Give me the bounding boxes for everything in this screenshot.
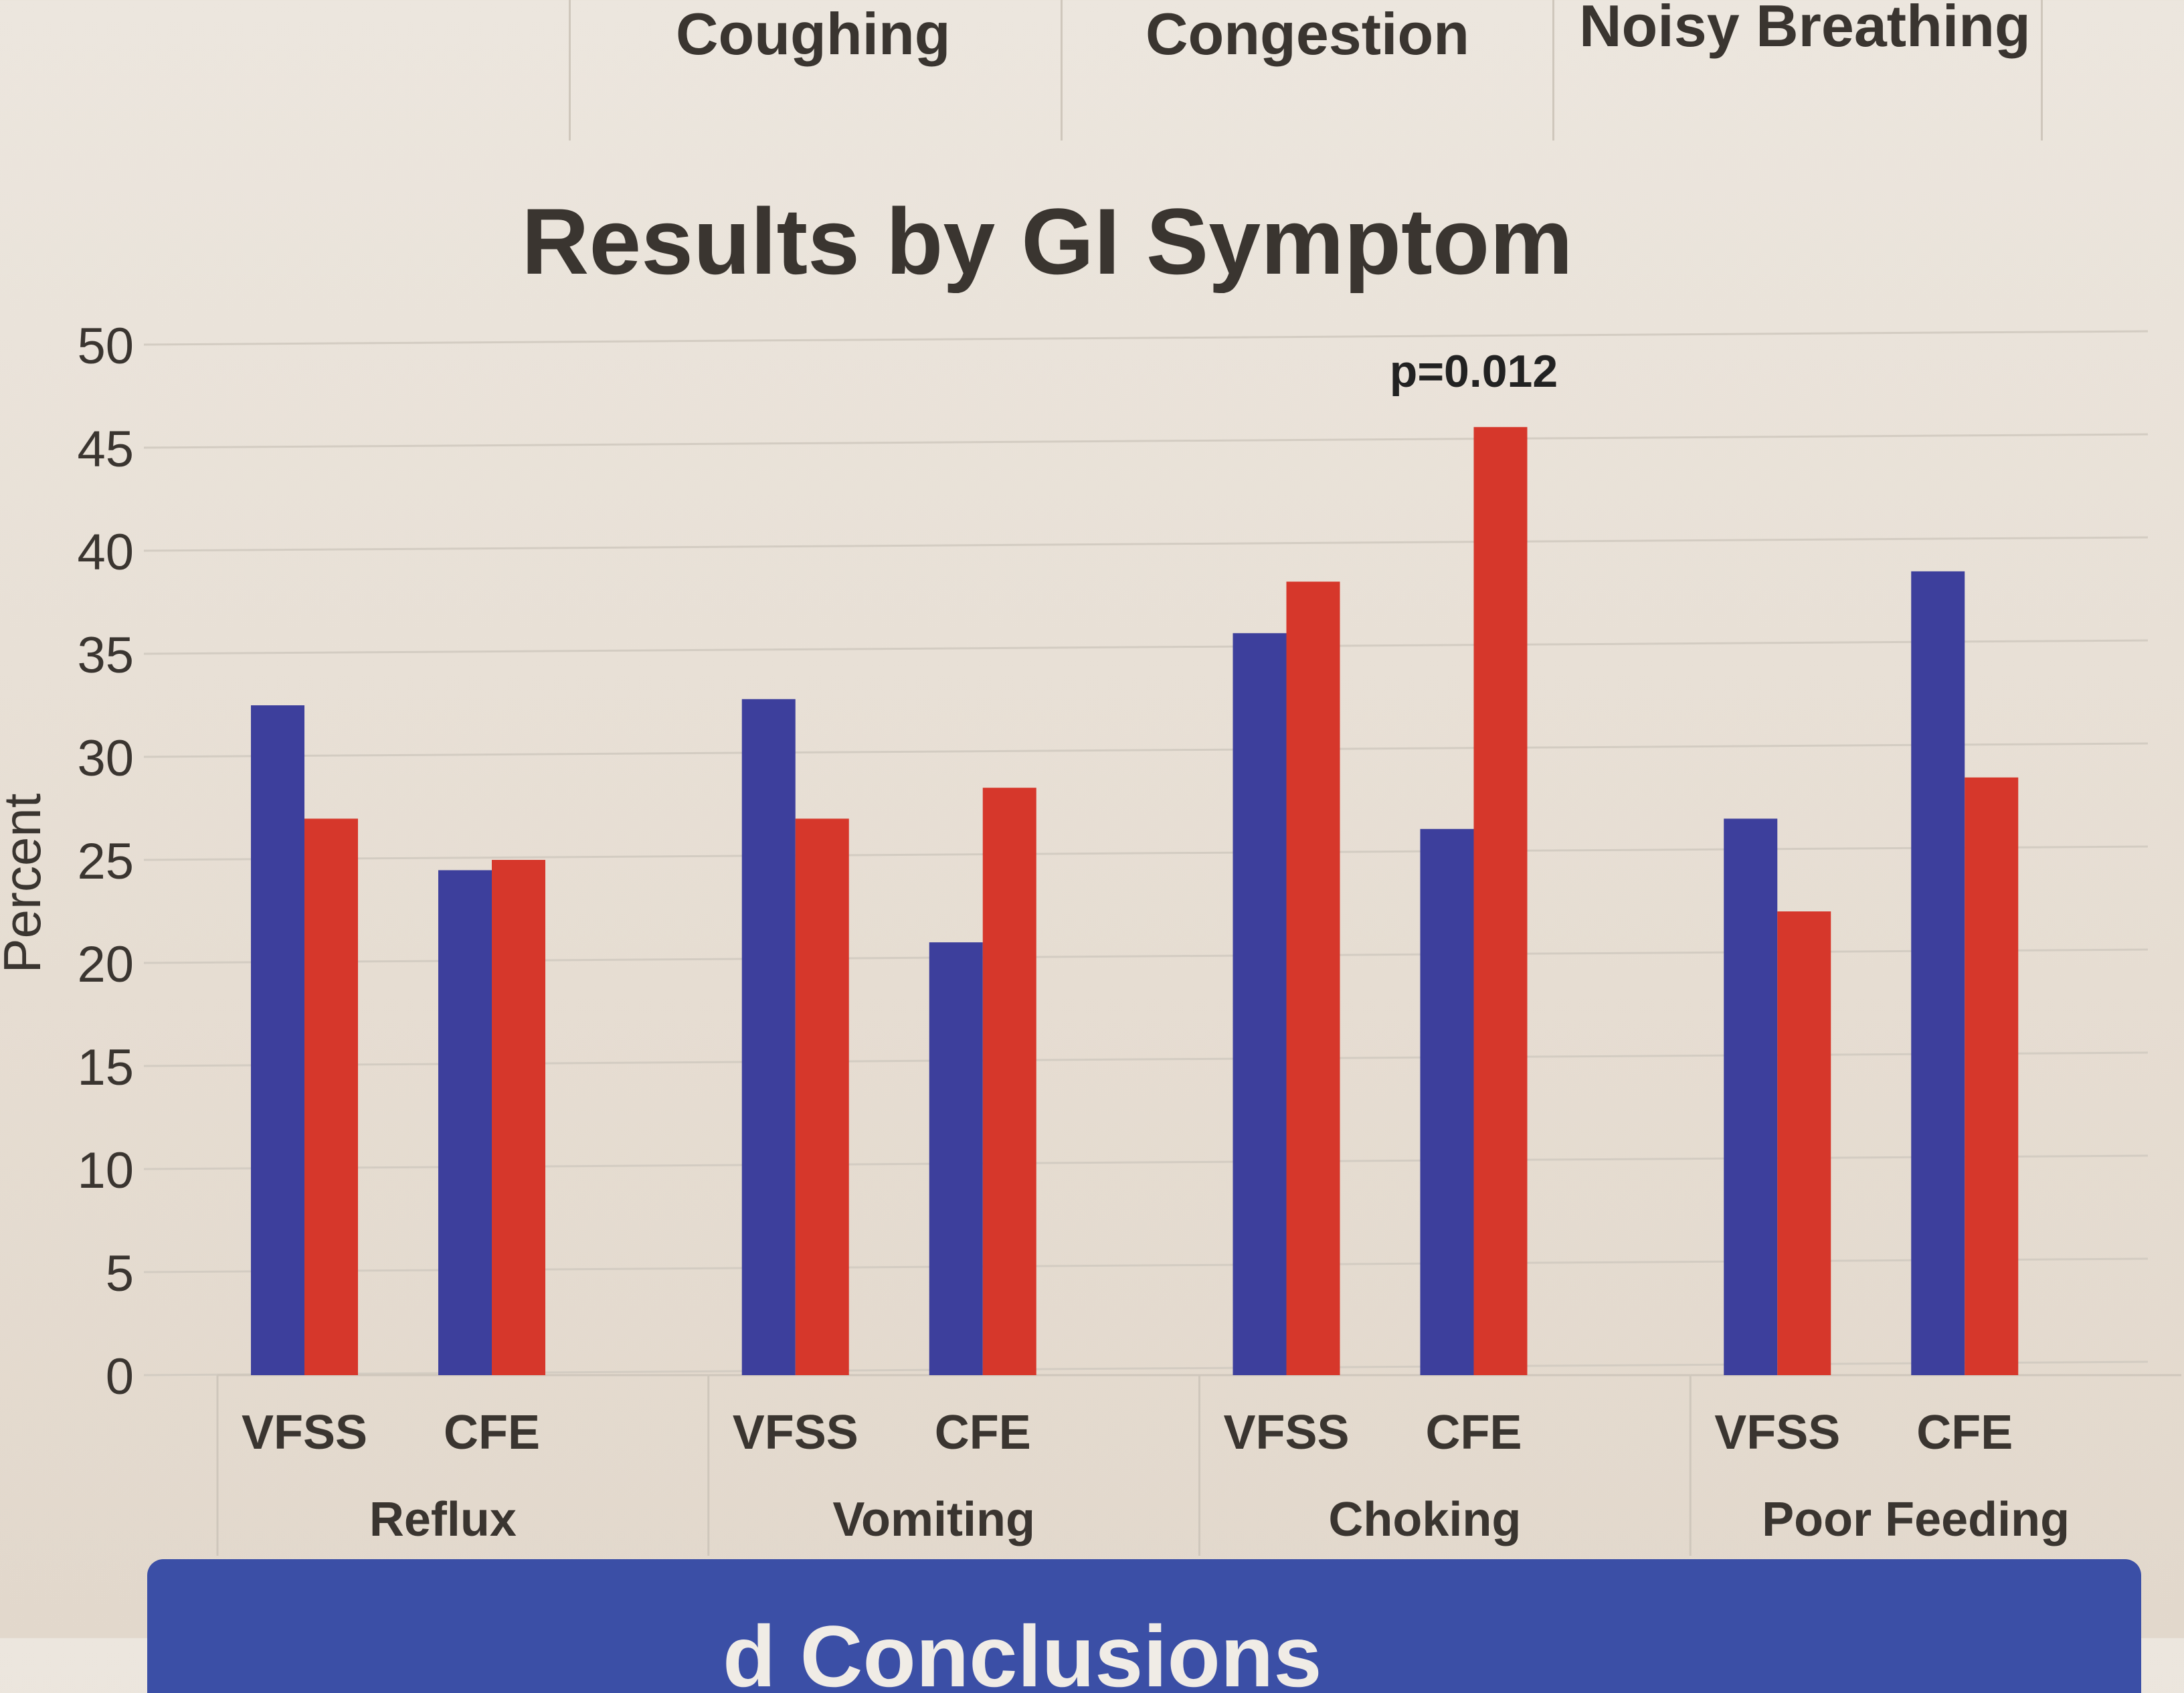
header-divider: [569, 0, 571, 141]
bar-vomiting-cfe-1: [982, 788, 1036, 1375]
y-tick-label: 5: [106, 1245, 134, 1302]
x-subcategory-label: CFE: [444, 1406, 540, 1459]
gridline: [143, 639, 2149, 655]
header-noisy-breathing: Noisy Breathing: [1579, 0, 2031, 59]
bar-poor-feeding-cfe-0: [1911, 571, 1965, 1375]
bar-choking-cfe-0: [1420, 828, 1474, 1375]
y-tick-label: 50: [77, 318, 134, 375]
y-tick-label: 25: [77, 833, 134, 890]
x-subcategory-label: VFSS: [733, 1406, 858, 1459]
header-divider: [1061, 0, 1063, 141]
header-divider: [2041, 0, 2043, 141]
bar-choking-vfss-1: [1286, 582, 1340, 1376]
y-tick-label: 40: [77, 524, 134, 581]
gridline: [143, 845, 2149, 861]
gridline: [143, 536, 2149, 552]
x-subcategory-label: CFE: [1426, 1406, 1522, 1459]
y-tick-label: 15: [77, 1039, 134, 1096]
y-tick-label: 30: [77, 730, 134, 787]
gridline: [143, 330, 2149, 346]
x-subcategory-label: VFSS: [1714, 1406, 1840, 1459]
x-group-label: Choking: [1328, 1493, 1521, 1546]
bar-vomiting-cfe-0: [929, 942, 983, 1375]
bar-choking-cfe-1: [1473, 427, 1528, 1376]
header-coughing: Coughing: [676, 1, 951, 67]
x-subcategory-label: CFE: [935, 1406, 1031, 1459]
bar-reflux-vfss-1: [304, 818, 358, 1375]
y-tick-label: 45: [77, 421, 134, 478]
header-congestion: Congestion: [1146, 1, 1469, 67]
y-tick-label: 10: [77, 1142, 134, 1199]
y-tick-label: 35: [77, 627, 134, 684]
bar-chart: 0 5 10 15 20 25 30 35 40 45 50 Percent VFSS CFE Reflux…: [0, 318, 2181, 1556]
y-tick-label: 0: [106, 1348, 134, 1405]
bar-poor-feeding-vfss-1: [1777, 911, 1831, 1375]
x-subcategory-label: VFSS: [242, 1406, 367, 1459]
header-divider: [1552, 0, 1554, 141]
y-axis-label: Percent: [0, 793, 52, 973]
conclusions-banner: d Conclusions: [147, 1559, 2141, 1693]
chart-title: Results by GI Symptom: [521, 189, 1573, 294]
x-group-label: Poor Feeding: [1762, 1493, 2070, 1546]
bar-choking-vfss-0: [1233, 633, 1287, 1376]
x-subcategory-label: CFE: [1916, 1406, 2013, 1459]
banner-text: d Conclusions: [723, 1607, 1322, 1693]
bar-poor-feeding-cfe-1: [1965, 777, 2019, 1375]
bar-reflux-cfe-0: [438, 870, 492, 1375]
bar-vomiting-vfss-1: [795, 818, 849, 1375]
x-group-label: Reflux: [369, 1493, 517, 1546]
gridline: [143, 742, 2149, 758]
y-tick-label: 20: [77, 936, 134, 993]
x-group-label: Vomiting: [832, 1493, 1035, 1546]
bar-reflux-cfe-1: [492, 860, 545, 1375]
p-value-annotation: p=0.012: [1390, 346, 1558, 397]
bar-reflux-vfss-0: [251, 705, 304, 1375]
header-table: Coughing Congestion Noisy Breathing: [0, 0, 2184, 141]
bar-vomiting-vfss-0: [741, 699, 796, 1375]
gridline: [143, 433, 2149, 449]
bar-poor-feeding-vfss-0: [1724, 818, 1778, 1375]
x-subcategory-label: VFSS: [1223, 1406, 1349, 1459]
